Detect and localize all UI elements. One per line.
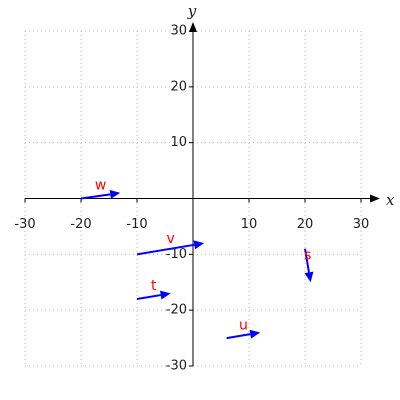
x-tick-label: -20 (70, 217, 91, 232)
vector-label: t (151, 278, 157, 294)
y-tick-label: 10 (170, 135, 187, 150)
vector-label: v (166, 231, 174, 247)
x-axis-arrow (370, 194, 380, 203)
vector-label: s (304, 248, 311, 264)
x-tick-label: 20 (297, 217, 314, 232)
vector (136, 240, 205, 256)
vector-head (109, 189, 121, 199)
vector-head (159, 290, 171, 300)
y-axis-arrow (189, 22, 197, 32)
y-axis-label: y (187, 2, 197, 20)
vector-label: u (239, 317, 248, 333)
x-tick-label: 30 (353, 217, 370, 232)
vector-head (193, 240, 205, 250)
vector-shaft (136, 294, 161, 300)
vector-label: w (95, 178, 106, 194)
vector (136, 290, 171, 300)
x-tick-label: 10 (241, 217, 258, 232)
y-tick-label: -10 (166, 247, 187, 262)
x-tick-label: -30 (14, 217, 35, 232)
y-tick-label: -20 (166, 303, 187, 318)
vector (304, 248, 314, 283)
x-axis-label: x (386, 191, 395, 209)
vector-head (304, 271, 314, 283)
vector-shaft (80, 193, 111, 200)
vector-shaft (304, 248, 310, 273)
x-tick-label: -10 (126, 217, 147, 232)
vector (80, 189, 121, 200)
vector (226, 329, 261, 340)
vector-shaft (226, 333, 251, 340)
y-tick-label: 30 (170, 24, 187, 39)
y-tick-label: -30 (166, 359, 187, 374)
vector-shaft (136, 243, 195, 256)
y-tick-label: 20 (170, 79, 187, 94)
vector-head (249, 329, 261, 339)
